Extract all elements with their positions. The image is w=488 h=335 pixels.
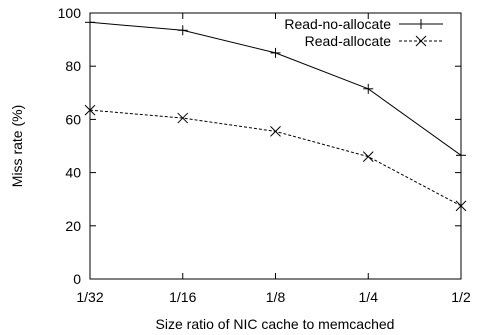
data-point-read-no-allocate: [456, 150, 466, 161]
data-point-read-no-allocate: [177, 25, 188, 36]
data-point-read-allocate: [177, 112, 189, 124]
legend-marker: [415, 35, 427, 47]
x-tick-label: 1/4: [359, 289, 379, 305]
data-point-read-allocate: [84, 104, 96, 116]
y-tick-label: 20: [65, 218, 81, 234]
data-point-read-allocate: [455, 200, 467, 212]
x-tick-label: 1/8: [266, 289, 286, 305]
series-layer: [84, 17, 467, 212]
y-axis-label: Miss rate (%): [9, 105, 25, 187]
y-tick-label: 100: [58, 5, 82, 21]
data-point-read-no-allocate: [363, 83, 374, 94]
data-point-read-allocate: [362, 151, 374, 162]
series-line-read-allocate: [89, 109, 462, 207]
legend-label: Read-allocate: [305, 33, 392, 49]
legend-marker: [416, 19, 426, 29]
x-axis-label: Size ratio of NIC cache to memcached: [156, 316, 395, 332]
x-tick-label: 1/16: [169, 289, 196, 305]
data-point-read-no-allocate: [85, 17, 95, 28]
legend-label: Read-no-allocate: [284, 16, 391, 32]
y-axis: 0 20 40 60 80 100: [58, 5, 461, 287]
data-point-read-allocate: [270, 126, 281, 137]
x-axis: 1/32 1/16 1/8 1/4 1/2: [76, 13, 471, 305]
x-tick-label: 1/2: [451, 289, 471, 305]
x-tick-label: 1/32: [76, 289, 103, 305]
series-line-read-no-allocate: [89, 21, 462, 156]
data-point-read-no-allocate: [270, 47, 281, 58]
y-tick-label: 60: [65, 111, 81, 127]
y-tick-label: 80: [65, 58, 81, 74]
y-tick-label: 0: [73, 271, 81, 287]
y-tick-label: 40: [65, 165, 81, 181]
